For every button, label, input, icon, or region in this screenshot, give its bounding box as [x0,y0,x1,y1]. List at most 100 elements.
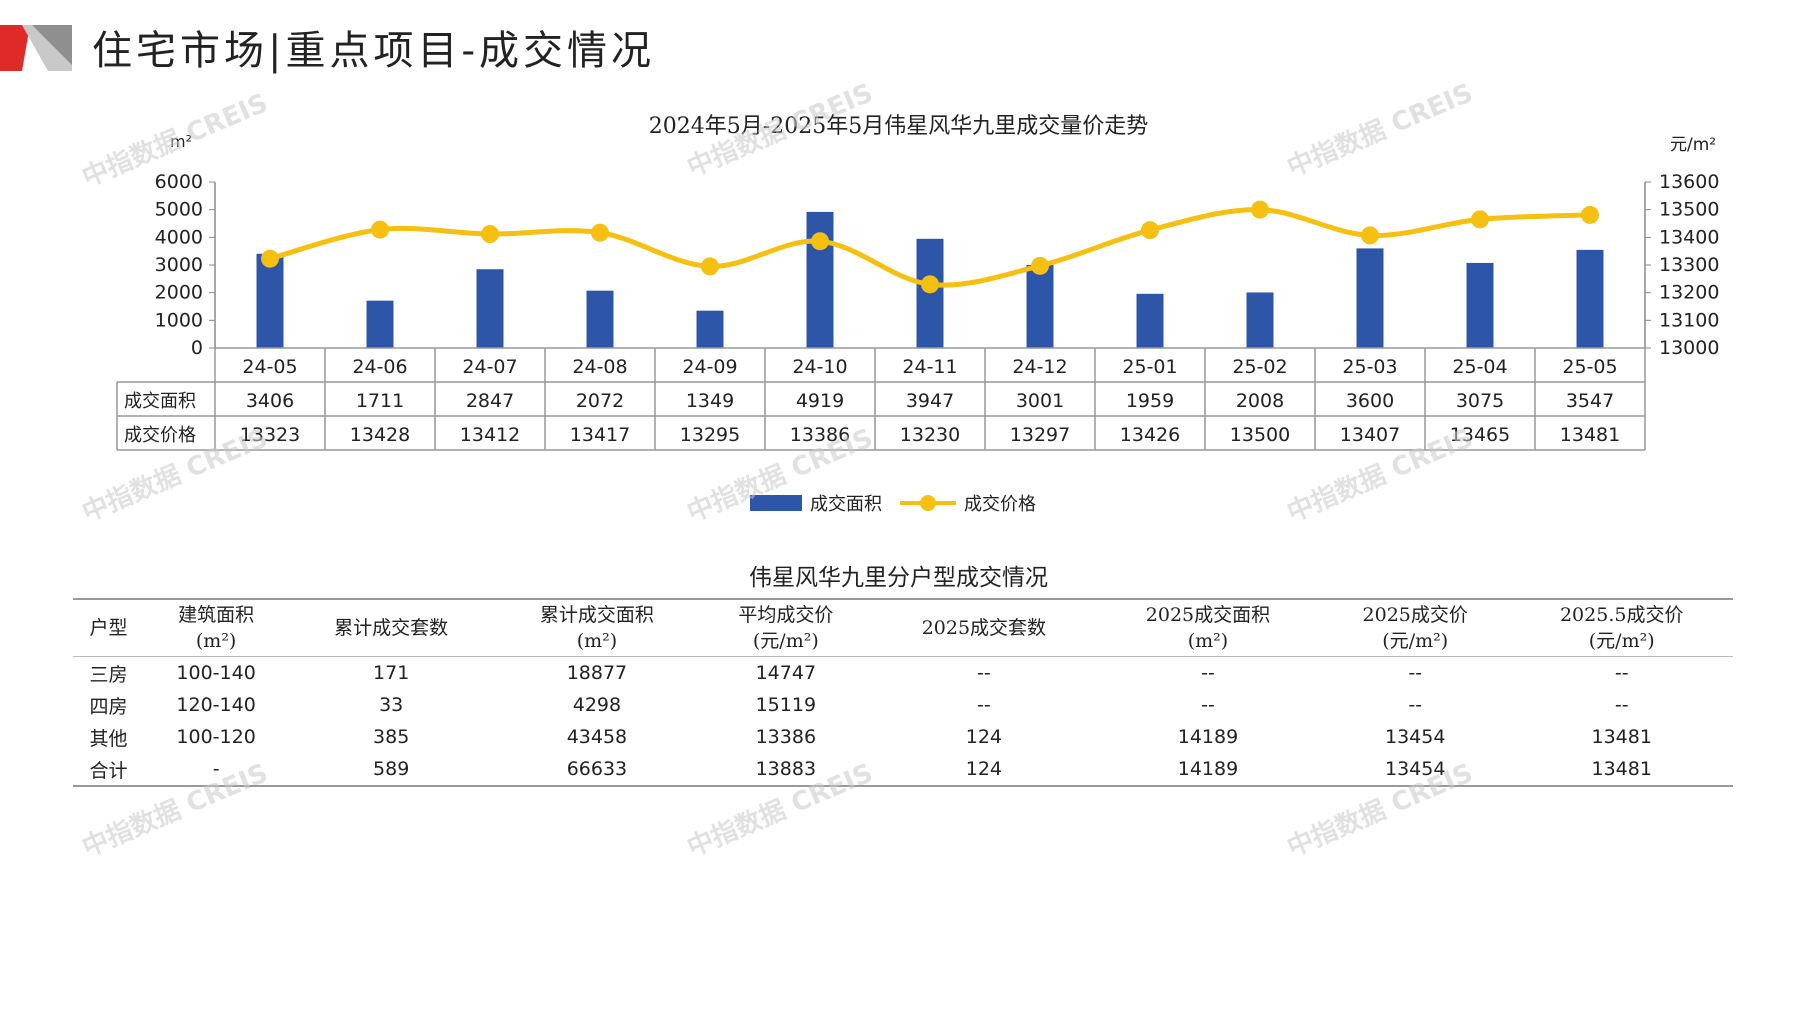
x-tick-label: 25-05 [1562,356,1617,378]
table-header-cell: 2025成交面积 (m²) [1095,598,1321,657]
table-header-cell: 建筑面积 (m²) [143,598,289,657]
table-header-cell: 户型 [73,598,144,657]
table-cell: 其他 [89,727,128,750]
price-point-25-03 [1361,226,1379,245]
price-data-label: 13412 [460,424,520,446]
bar-24-05 [256,253,284,348]
table-header-row: 户型 建筑面积 (m²) 累计成交套数 累计成交面积 (m²) 平均成交价 (元/m²) 202… [73,598,1733,657]
price-point-25-04 [1471,210,1489,229]
table-cell: 43458 [566,726,628,748]
price-point-24-12 [1031,256,1049,275]
table-header-text: 2025成交套数 [921,617,1047,639]
table-header-cell: 累计成交面积 (m²) [494,598,700,657]
price-point-25-05 [1581,205,1599,224]
table-header-text: 累计成交面积 [539,604,654,626]
price-point-24-07 [481,225,499,244]
table-cell: 18877 [566,662,628,684]
area-data-label: 3947 [906,390,954,412]
table-header-cell: 平均成交价 (元/m²) [699,598,872,657]
table-cell: 14747 [755,662,817,684]
table-cell: 合计 [73,753,144,787]
area-data-label: 2008 [1236,390,1284,412]
left-tick-label: 6000 [155,171,203,193]
unit-type-table: 户型 建筑面积 (m²) 累计成交套数 累计成交面积 (m²) 平均成交价 (元/m²) 202… [73,598,1733,787]
right-tick-label: 13400 [1659,226,1719,248]
area-data-label: 1349 [686,390,734,412]
table-header-text: 户型 [89,617,128,639]
right-tick-label: 13100 [1659,309,1719,331]
area-data-label: 2847 [466,390,514,412]
table-cell: 四房 [89,695,128,718]
bar-24-08 [586,290,614,348]
chart-legend: 成交面积 成交价格 [750,490,1046,516]
right-tick-label: 13600 [1659,171,1719,193]
table-cell: -- [1614,694,1629,716]
table-body: 三房 100-140 171 18877 14747 -- -- -- -- 四房 120-140 3… [73,657,1733,787]
table-cell: 13386 [755,726,817,748]
left-tick-label: 1000 [155,309,203,331]
price-point-24-11 [921,275,939,294]
table-cell: -- [1614,662,1629,684]
price-point-24-05 [261,249,279,268]
price-data-label: 13230 [900,424,960,446]
price-point-24-06 [371,220,389,239]
table-header-text: (m²) [1187,630,1229,652]
bar-24-07 [476,269,504,348]
bar-25-01 [1136,293,1164,348]
bar-24-12 [1026,264,1054,348]
table-header-cell: 2025成交套数 [871,598,1096,657]
area-data-label: 1711 [356,390,404,412]
table-cell: 13481 [1591,726,1652,748]
table-header-text: 2025成交价 [1362,604,1468,626]
price-data-label: 13428 [350,424,410,446]
table-cell: 171 [373,662,410,684]
bar-24-09 [696,310,724,348]
x-tick-label: 25-03 [1342,356,1397,378]
table-cell: 33 [379,694,404,716]
price-data-label: 13481 [1560,424,1620,446]
table-header-text: 2025.5成交价 [1559,604,1684,626]
x-tick-label: 24-06 [352,356,407,378]
left-tick-label: 4000 [155,226,203,248]
area-data-label: 3600 [1346,390,1394,412]
x-tick-label: 24-12 [1012,356,1067,378]
price-data-label: 13417 [570,424,630,446]
bar-25-04 [1466,262,1494,348]
price-data-label: 13297 [1010,424,1070,446]
x-tick-label: 24-09 [682,356,737,378]
table-header-cell: 累计成交套数 [288,598,495,657]
table-cell: -- [977,694,991,716]
x-tick-label: 24-10 [792,356,847,378]
table-cell: 100-120 [176,726,256,748]
right-axis-unit: 元/m² [1670,135,1717,155]
bar-25-02 [1246,292,1274,348]
table-cell: 15119 [755,694,817,716]
area-data-label: 3075 [1456,390,1504,412]
table-header-text: 平均成交价 [738,604,834,626]
left-tick-label: 2000 [155,282,203,304]
table-cell: 120-140 [176,694,256,716]
left-tick-label: 0 [191,337,203,359]
table-row: 其他 100-120 385 43458 13386 124 14189 13454 13481 [73,721,1733,753]
bar-24-11 [916,238,944,348]
table-header-cell: 2025.5成交价 (元/m²) [1510,598,1733,657]
price-data-label: 13426 [1120,424,1180,446]
table-cell: -- [1201,662,1215,684]
price-data-label: 13386 [790,424,850,446]
table-cell: 100-140 [176,662,256,684]
table-cell: 13481 [1510,753,1733,787]
price-data-label: 13465 [1450,424,1510,446]
table-cell: -- [1201,694,1215,716]
table-cell: 13454 [1385,726,1446,748]
area-data-label: 3001 [1016,390,1064,412]
x-tick-label: 25-02 [1232,356,1287,378]
x-tick-label: 24-11 [902,356,957,378]
bar-25-03 [1356,248,1384,348]
table-cell: 4298 [572,694,622,716]
left-tick-label: 3000 [155,254,203,276]
area-data-label: 2072 [576,390,624,412]
page-title: 住宅市场|重点项目-成交情况 [92,28,655,74]
x-tick-label: 24-08 [572,356,627,378]
table-cell: -- [977,662,991,684]
